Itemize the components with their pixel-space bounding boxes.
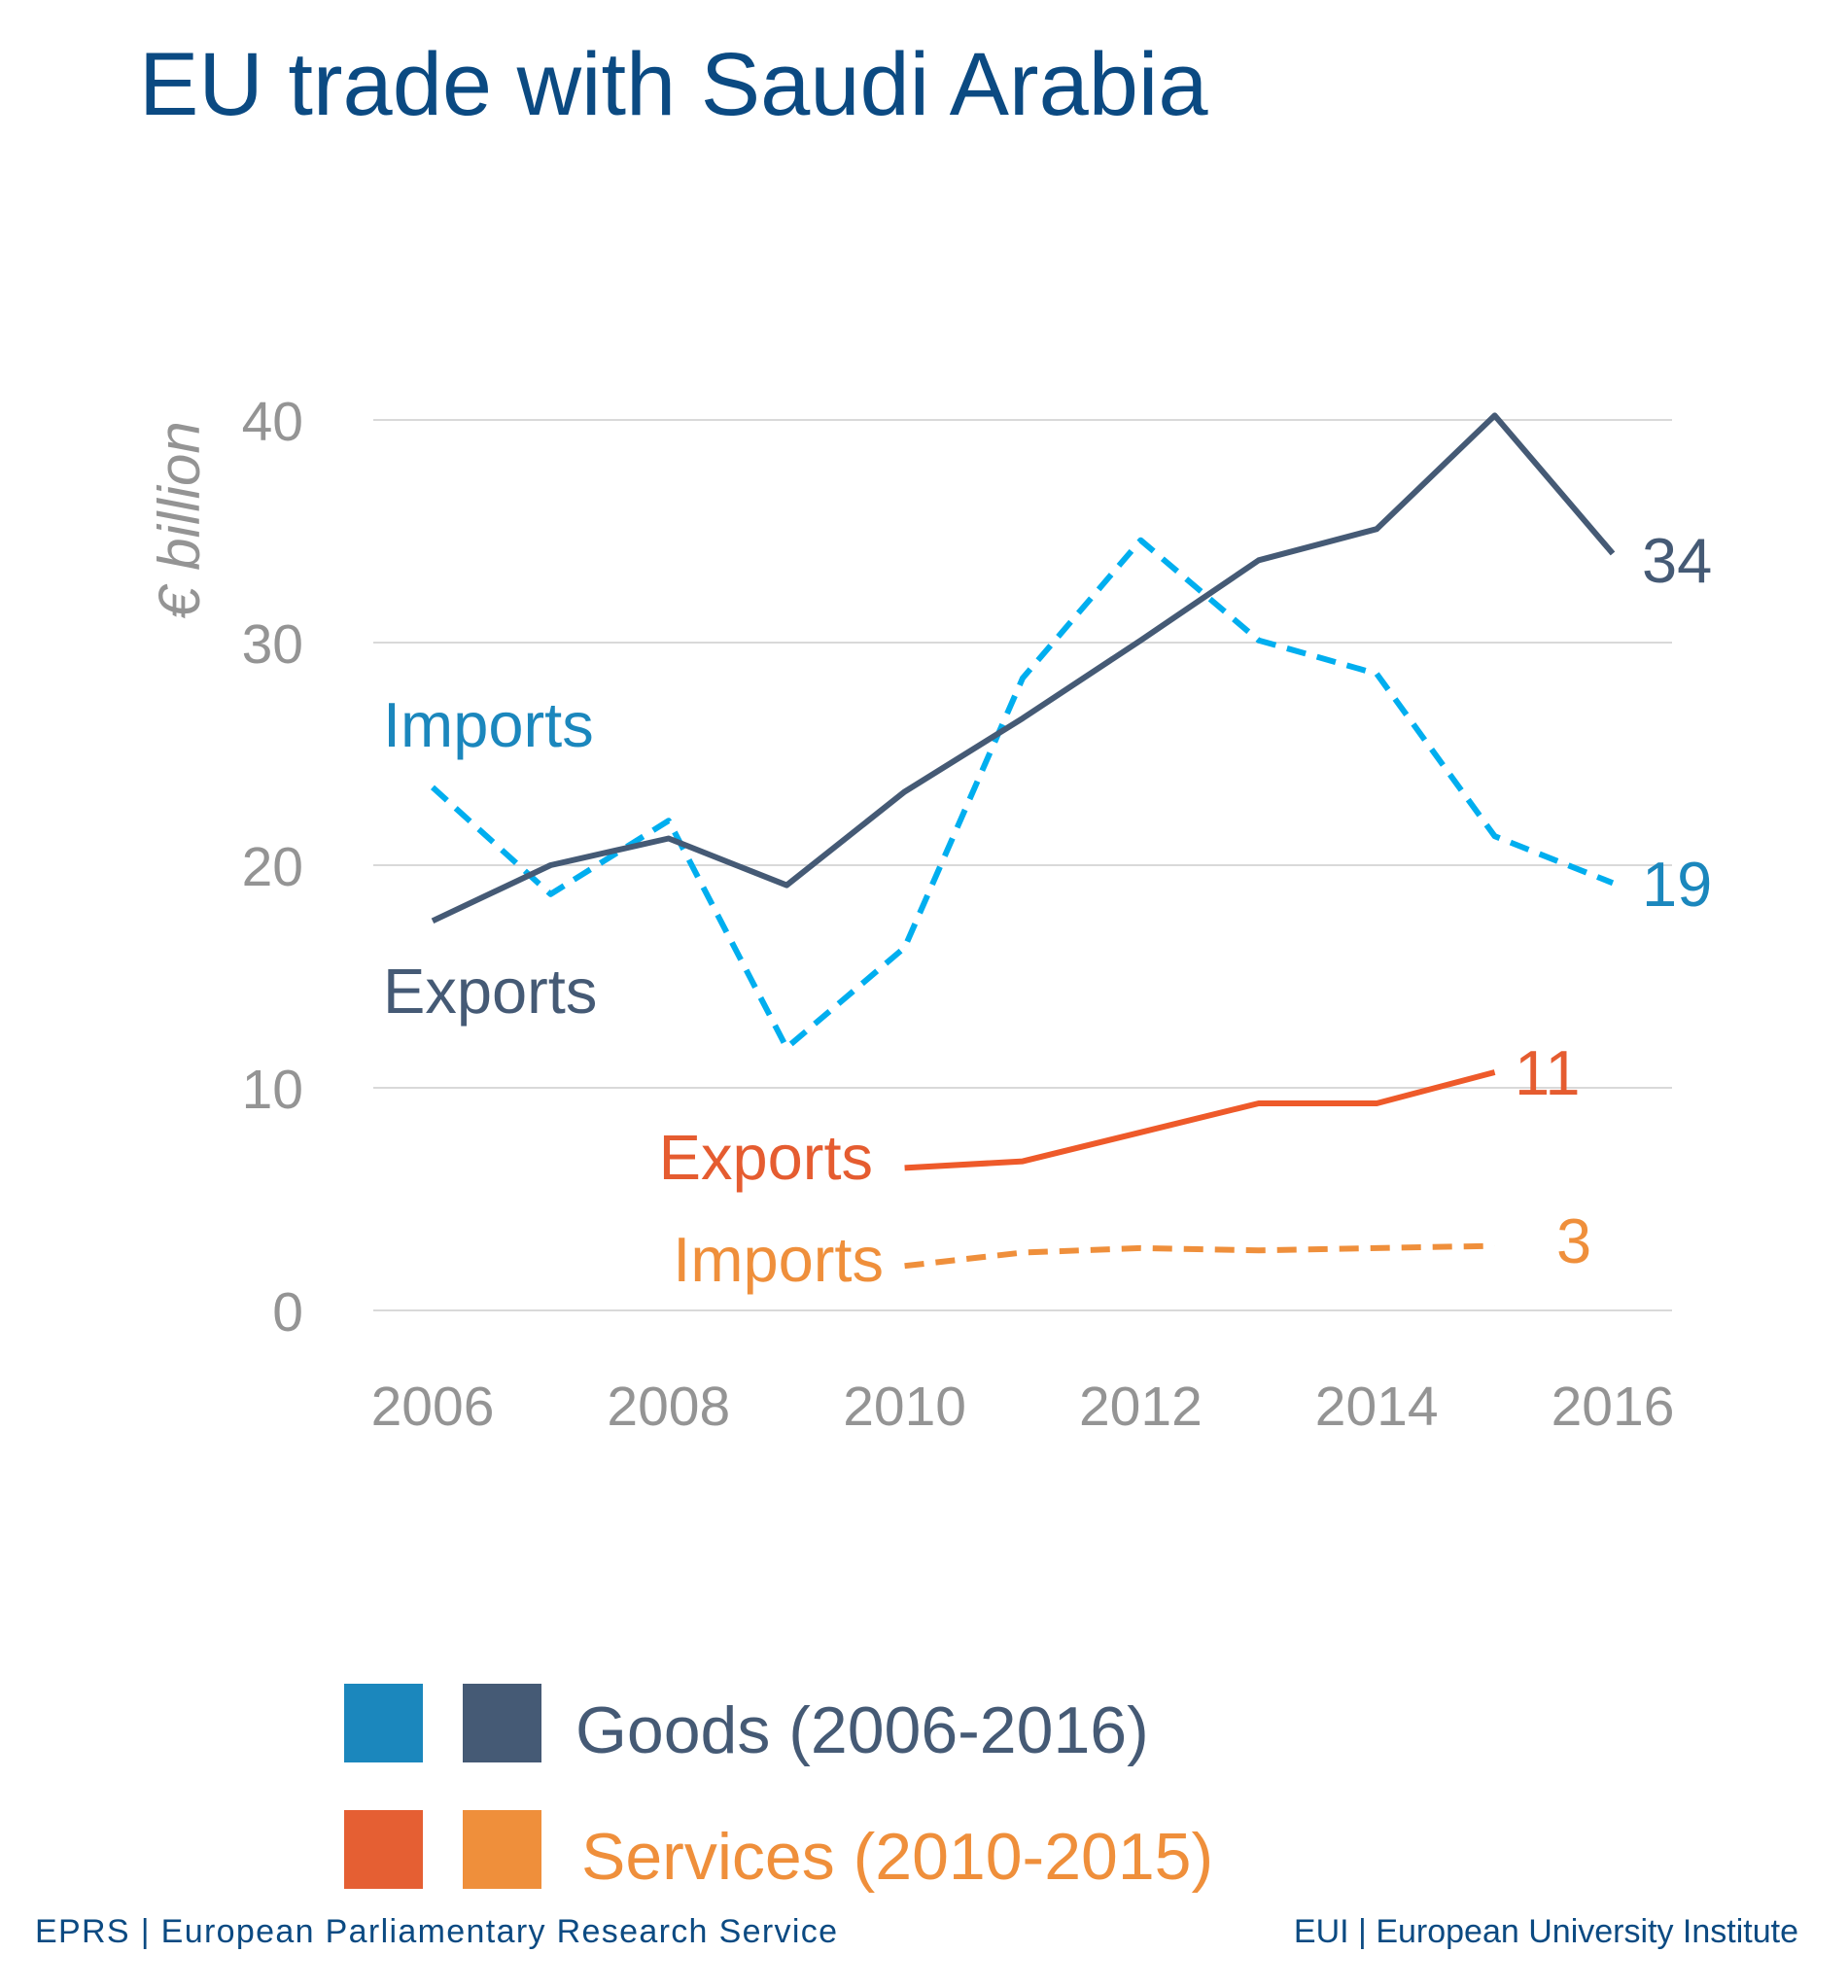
end-label-services-exports: 11 — [1515, 1037, 1580, 1108]
legend-swatch-goods-imports — [344, 1684, 423, 1762]
legend-label-goods: Goods (2006-2016) — [575, 1693, 1149, 1767]
x-tick-label: 2008 — [607, 1376, 730, 1438]
x-tick-label: 2010 — [843, 1376, 966, 1438]
y-tick-label: 40 — [242, 391, 303, 453]
footer-eprs: EPRS | European Parliamentary Research S… — [35, 1913, 837, 1950]
series-line-goods-exports — [431, 412, 1616, 924]
x-tick-label: 2006 — [371, 1376, 495, 1438]
x-tick-label: 2016 — [1552, 1376, 1675, 1438]
legend-label-services: Services (2010-2015) — [581, 1820, 1213, 1894]
footer-eui: EUI | European University Institute — [1294, 1913, 1798, 1950]
x-tick-label: 2014 — [1315, 1376, 1439, 1438]
legend: Goods (2006-2016) Services (2010-2015) — [344, 1684, 1213, 1894]
end-label-services-imports: 3 — [1556, 1205, 1591, 1276]
x-tick-labels: 2006 2008 2010 2012 2014 2016 — [371, 1376, 1675, 1438]
end-label-goods-imports: 19 — [1642, 849, 1712, 920]
y-tick-label: 0 — [272, 1281, 303, 1343]
gridlines — [373, 419, 1672, 1311]
legend-swatch-goods-exports — [463, 1684, 541, 1762]
series-lines — [430, 412, 1616, 1270]
y-tick-label: 30 — [242, 613, 303, 676]
label-services-imports: Imports — [673, 1224, 884, 1295]
series-line-services-exports — [904, 1069, 1496, 1171]
y-tick-label: 20 — [242, 836, 303, 898]
label-goods-exports: Exports — [383, 956, 597, 1027]
legend-swatch-services-exports — [344, 1810, 423, 1889]
y-tick-label: 10 — [242, 1059, 303, 1121]
series-line-goods-imports — [430, 537, 1615, 1051]
chart-title: EU trade with Saudi Arabia — [139, 35, 1208, 134]
label-goods-imports: Imports — [383, 689, 594, 760]
series-line-services-imports — [904, 1242, 1495, 1270]
x-tick-label: 2012 — [1079, 1376, 1203, 1438]
y-axis-label: € billion — [147, 421, 212, 618]
legend-swatch-services-imports — [463, 1810, 541, 1889]
end-label-goods-exports: 34 — [1642, 525, 1712, 596]
label-services-exports: Exports — [659, 1122, 873, 1193]
y-tick-labels: 0 10 20 30 40 — [242, 391, 303, 1343]
